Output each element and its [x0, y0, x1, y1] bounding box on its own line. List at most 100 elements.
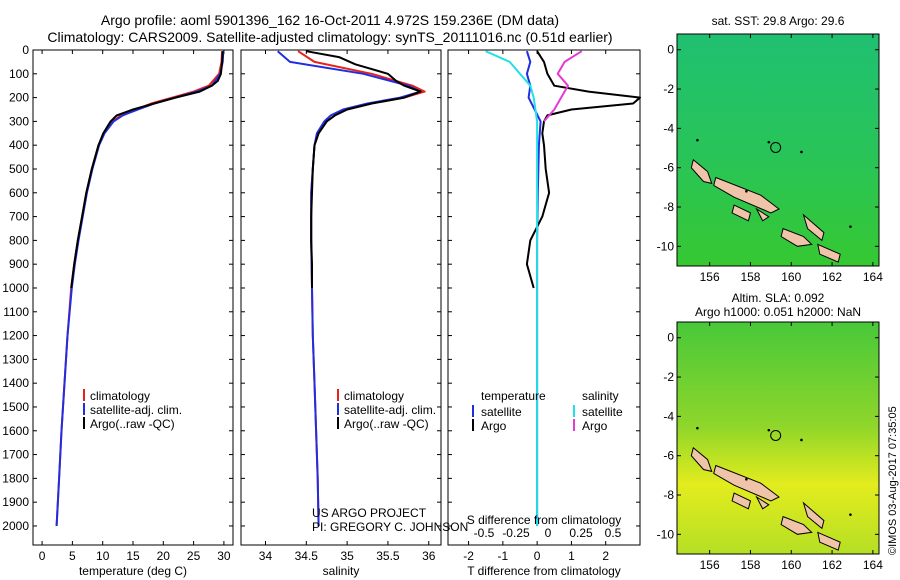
x-tick-label: 36: [422, 549, 436, 563]
islet-dot: [849, 225, 852, 228]
plot-frame: [447, 49, 641, 546]
y-tick-label: 1200: [2, 329, 29, 343]
lat-tick-label: -6: [663, 449, 674, 463]
y-tick-label: 0: [22, 43, 29, 57]
y-tick-label: 400: [9, 138, 29, 152]
island-shape: [817, 243, 841, 263]
figure-title-line2: Climatology: CARS2009. Satellite-adjuste…: [47, 29, 613, 45]
series-line-s-satellite: [485, 50, 539, 526]
x-tick-label: 15: [126, 549, 140, 563]
x-tick-label: 2: [602, 549, 609, 563]
sal-tick-label: 0.5: [605, 526, 622, 540]
islet-dot: [767, 140, 771, 144]
island-shape: [690, 158, 713, 185]
island-shape: [713, 464, 780, 502]
sal-tick-label: 0: [545, 526, 552, 540]
series-line-s-argo: [543, 50, 583, 123]
islet-dot: [800, 438, 803, 442]
lat-tick-label: -2: [663, 370, 674, 384]
islet-dot: [696, 138, 699, 142]
lon-tick-label: 162: [822, 270, 842, 284]
x-tick-label: 10: [96, 549, 110, 563]
island-shape: [780, 227, 813, 247]
x-tick-label: 34.5: [295, 549, 319, 563]
legend-label: Argo(..raw -QC): [344, 417, 429, 431]
y-tick-label: 1500: [2, 400, 29, 414]
series-line-argo: [306, 50, 422, 288]
lat-tick-label: 0: [667, 43, 674, 57]
lat-tick-label: -4: [663, 409, 674, 423]
map-overlay: [690, 138, 852, 263]
plot-frame: [240, 49, 442, 546]
lon-tick-label: 164: [863, 558, 883, 572]
sla-map-title-line2: Argo h1000: 0.051 h2000: NaN: [695, 305, 861, 319]
legend-label: Argo(..raw -QC): [90, 417, 175, 431]
y-tick-label: 100: [9, 67, 29, 81]
island-shape: [817, 531, 841, 551]
salinity-panel: 34 34.5 35 35.5 36 salinity climatologysatelli…: [240, 49, 442, 578]
lat-tick-label: -8: [663, 488, 674, 502]
x-axis-label: salinity: [323, 564, 360, 578]
island-shape: [731, 492, 752, 510]
map-overlay: [690, 426, 852, 551]
difference-panel: -2 -1 0 1 2T difference from climatology temp…: [447, 49, 641, 578]
series-line-t-satellite: [525, 50, 542, 526]
legend-label: climatology: [344, 389, 404, 403]
island-shape: [802, 213, 825, 242]
lat-tick-label: -6: [663, 161, 674, 175]
lat-tick-label: -10: [657, 527, 675, 541]
argo-location-marker: [770, 141, 782, 153]
x-axis-label: T difference from climatology: [467, 564, 621, 578]
lat-tick-label: -4: [663, 121, 674, 135]
y-tick-label: 1600: [2, 424, 29, 438]
lat-tick-label: 0: [667, 331, 674, 345]
legend-label: Argo: [582, 419, 608, 433]
sal-tick-label: -0.25: [502, 526, 530, 540]
sla-map-title-line1: Altim. SLA: 0.092: [732, 291, 825, 305]
figure-title-line1: Argo profile: aoml 5901396_162 16-Oct-20…: [100, 12, 560, 28]
legend-heading: temperature: [481, 389, 546, 403]
sst-map-panel: 0 -2 -4 -6 -8 -10 156 158 160 162 164 sat. SST: 29.…: [657, 14, 884, 284]
y-tick-label: 600: [9, 186, 29, 200]
legend-label: satellite-adj. clim.: [344, 403, 436, 417]
lon-tick-label: 158: [740, 558, 760, 572]
y-tick-label: 1900: [2, 495, 29, 509]
map-field: [677, 34, 879, 266]
imos-watermark: ©IMOS 03-Aug-2017 07:35:05: [887, 406, 899, 555]
plot-frame: [32, 49, 234, 546]
credit-pi: PI: GREGORY C. JOHNSON: [312, 520, 468, 534]
map-frame: [676, 321, 880, 555]
lon-tick-label: 164: [863, 270, 883, 284]
y-tick-label: 1000: [2, 281, 29, 295]
y-tick-label: 1700: [2, 448, 29, 462]
legend-label: climatology: [90, 389, 150, 403]
y-tick-label: 700: [9, 210, 29, 224]
y-tick-label: 1300: [2, 352, 29, 366]
island-shape: [731, 204, 752, 222]
y-tick-label: 1800: [2, 471, 29, 485]
temperature-panel: 0100200300400500600700800900100011001200…: [2, 43, 234, 578]
series-line-satellite: [55, 51, 225, 527]
series-line-climatology: [55, 51, 224, 527]
lon-tick-label: 162: [822, 558, 842, 572]
islet-dot: [696, 426, 699, 430]
legend-label: satellite-adj. clim.: [90, 403, 182, 417]
y-tick-label: 1100: [3, 305, 29, 319]
x-tick-label: -1: [498, 549, 509, 563]
island-shape: [713, 176, 780, 214]
y-tick-label: 1400: [2, 376, 29, 390]
legend-label: satellite: [582, 405, 623, 419]
sla-map-panel: 0 -2 -4 -6 -8 -10 156 158 160 162 164 Altim. SLA: 0…: [657, 291, 884, 572]
y-tick-label: 800: [9, 233, 29, 247]
y-tick-label: 200: [9, 91, 29, 105]
sst-map-title: sat. SST: 29.8 Argo: 29.6: [712, 14, 845, 28]
lon-tick-label: 156: [700, 558, 720, 572]
series-line-satellite: [277, 50, 422, 527]
island-shape: [780, 515, 813, 535]
x-tick-label: 25: [187, 549, 201, 563]
lat-tick-label: -10: [657, 239, 675, 253]
x-axis-label: temperature (deg C): [79, 564, 187, 578]
x-tick-label: 0: [39, 549, 46, 563]
x-tick-label: 20: [157, 549, 171, 563]
argo-location-marker: [770, 429, 782, 441]
